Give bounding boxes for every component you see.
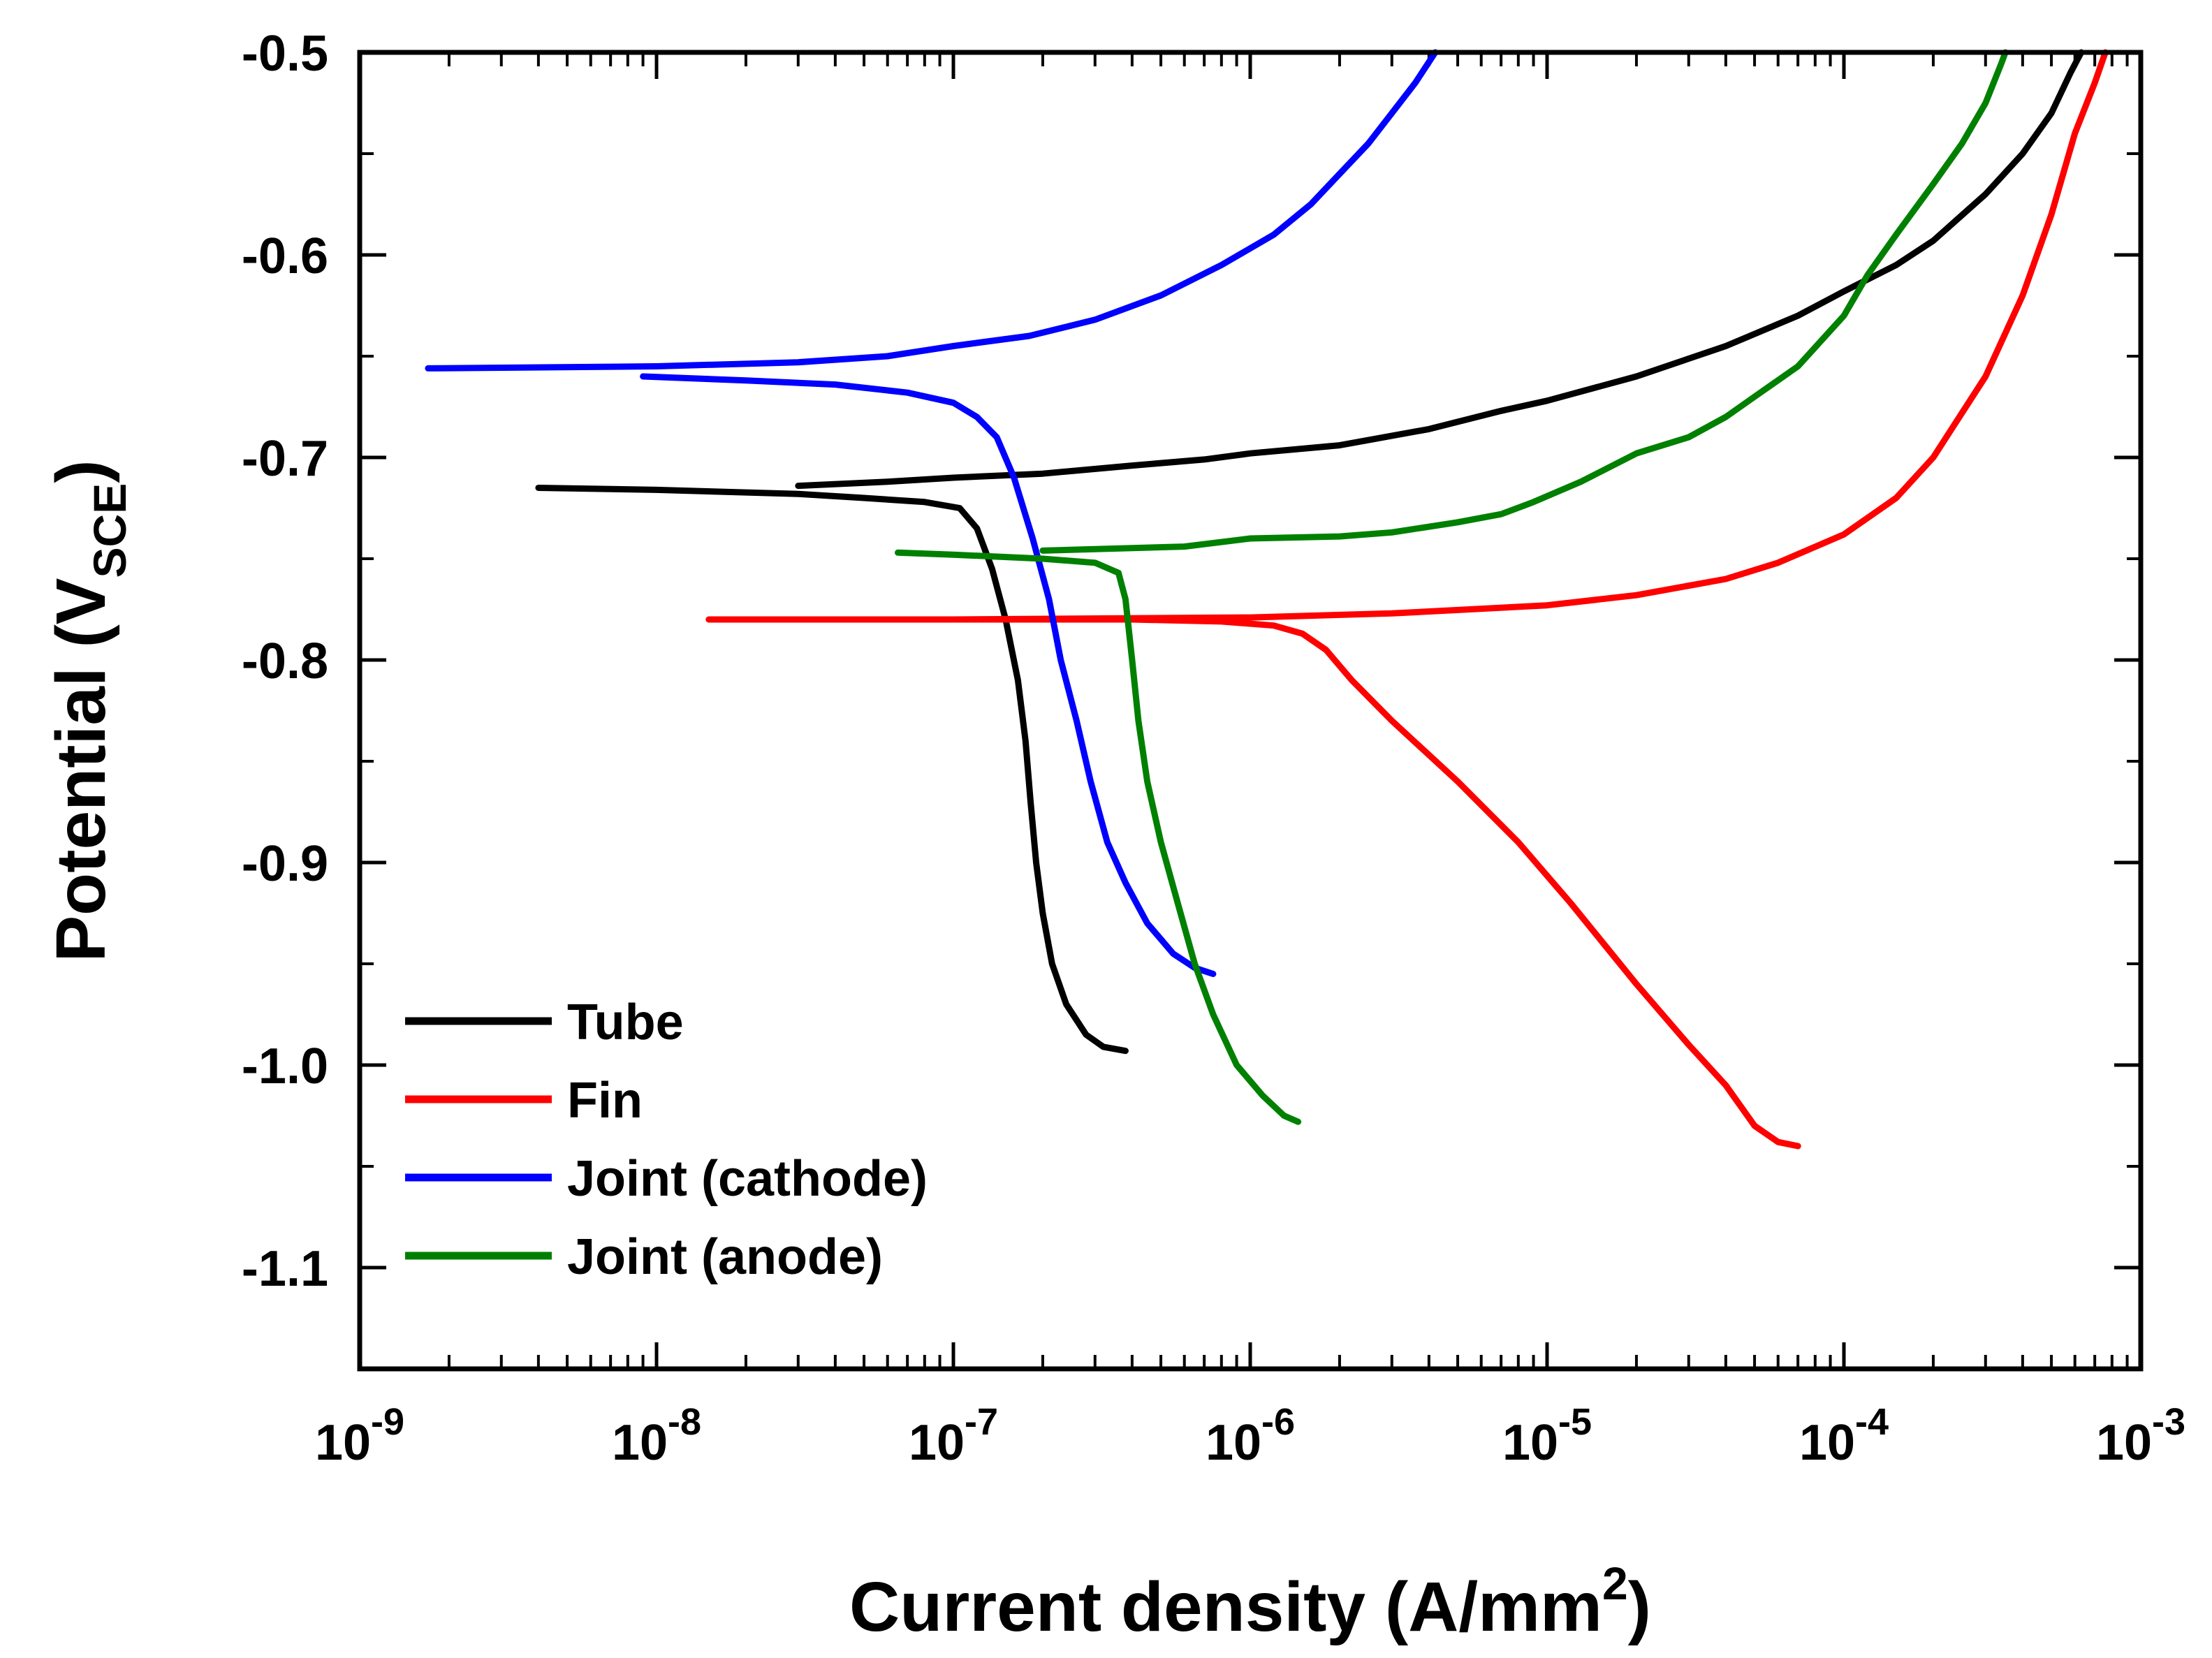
series-joint-anode-anodic — [1039, 49, 2009, 554]
y-tick-label: -0.6 — [242, 228, 328, 284]
x-tick-label: 10-3 — [2096, 1401, 2185, 1471]
y-tick-label: -0.8 — [242, 633, 328, 689]
plot-frame — [357, 50, 2144, 1372]
series-tube-anodic — [795, 49, 2085, 490]
y-tick-label: -0.5 — [242, 26, 328, 82]
legend-label-tube: Tube — [567, 995, 684, 1050]
x-tick-labels: 10-9 10-8 10-7 10-6 10-5 10-4 10-3 — [315, 1401, 2185, 1471]
x-tick-label: 10-8 — [612, 1401, 701, 1471]
x-tick-label: 10-6 — [1206, 1401, 1295, 1471]
legend: Tube Fin Joint (cathode) Joint (anode) — [405, 995, 928, 1285]
series-joint-anode-cathodic — [895, 549, 1302, 1125]
legend-label-joint-cathode: Joint (cathode) — [567, 1151, 928, 1207]
y-tick-labels: -0.5 -0.6 -0.7 -0.8 -0.9 -1.0 -1.1 — [242, 26, 328, 1297]
series-joint-cathode-anodic — [425, 49, 1439, 372]
y-tick-label: -1.0 — [242, 1039, 328, 1094]
y-tick-label: -0.7 — [242, 431, 328, 487]
legend-label-joint-anode: Joint (anode) — [567, 1229, 883, 1285]
legend-label-fin: Fin — [567, 1073, 643, 1129]
x-tick-label: 10-5 — [1502, 1401, 1592, 1471]
series-tube-cathodic — [535, 485, 1129, 1055]
series-layer — [425, 49, 2109, 1150]
series-fin-anodic — [950, 49, 2109, 623]
x-tick-label: 10-7 — [909, 1401, 998, 1471]
y-axis-title: Potential (VSCE) — [42, 460, 135, 962]
x-tick-label: 10-4 — [1799, 1401, 1889, 1471]
y-tick-label: -1.1 — [242, 1241, 328, 1297]
x-axis-title: Current density (A/mm2) — [849, 1557, 1651, 1646]
x-tick-label: 10-9 — [315, 1401, 404, 1471]
series-joint-cathode-cathodic — [640, 373, 1217, 977]
y-tick-label: -0.9 — [242, 836, 328, 892]
series-fin-cathodic — [705, 616, 1801, 1150]
